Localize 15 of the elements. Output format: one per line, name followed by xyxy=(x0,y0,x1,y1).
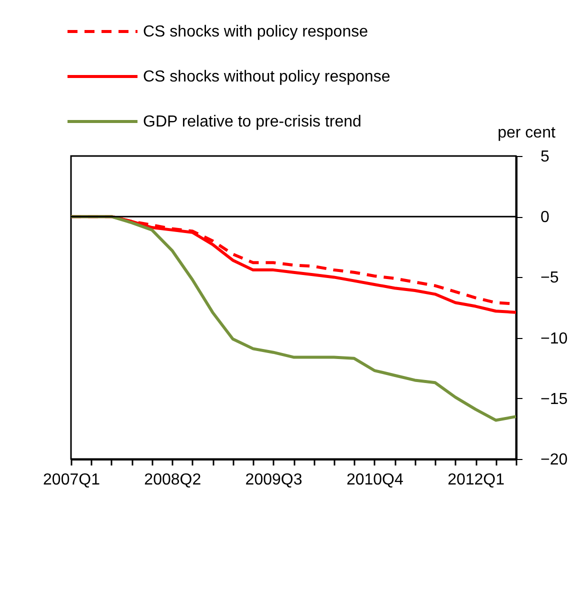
legend-label: CS shocks with policy response xyxy=(143,24,368,40)
y-tick-label: −10 xyxy=(540,330,568,348)
y-tick-label: −20 xyxy=(540,452,568,468)
x-tick-label: 2010Q4 xyxy=(346,472,404,488)
y-tick-label: 5 xyxy=(540,148,550,166)
x-tick-label: 2009Q3 xyxy=(245,472,302,488)
y-tick-label: −5 xyxy=(540,270,559,287)
y-tick-label: −15 xyxy=(540,390,568,408)
legend-label: CS shocks without policy response xyxy=(143,68,390,86)
x-tick-label: 2012Q1 xyxy=(448,472,505,488)
y-tick-label: 0 xyxy=(540,209,550,226)
y-axis-title: per cent xyxy=(498,124,556,142)
x-tick-label: 2008Q2 xyxy=(144,472,202,488)
x-tick-label: 2007Q1 xyxy=(43,472,100,488)
legend-label: GDP relative to pre-crisis trend xyxy=(143,114,362,130)
